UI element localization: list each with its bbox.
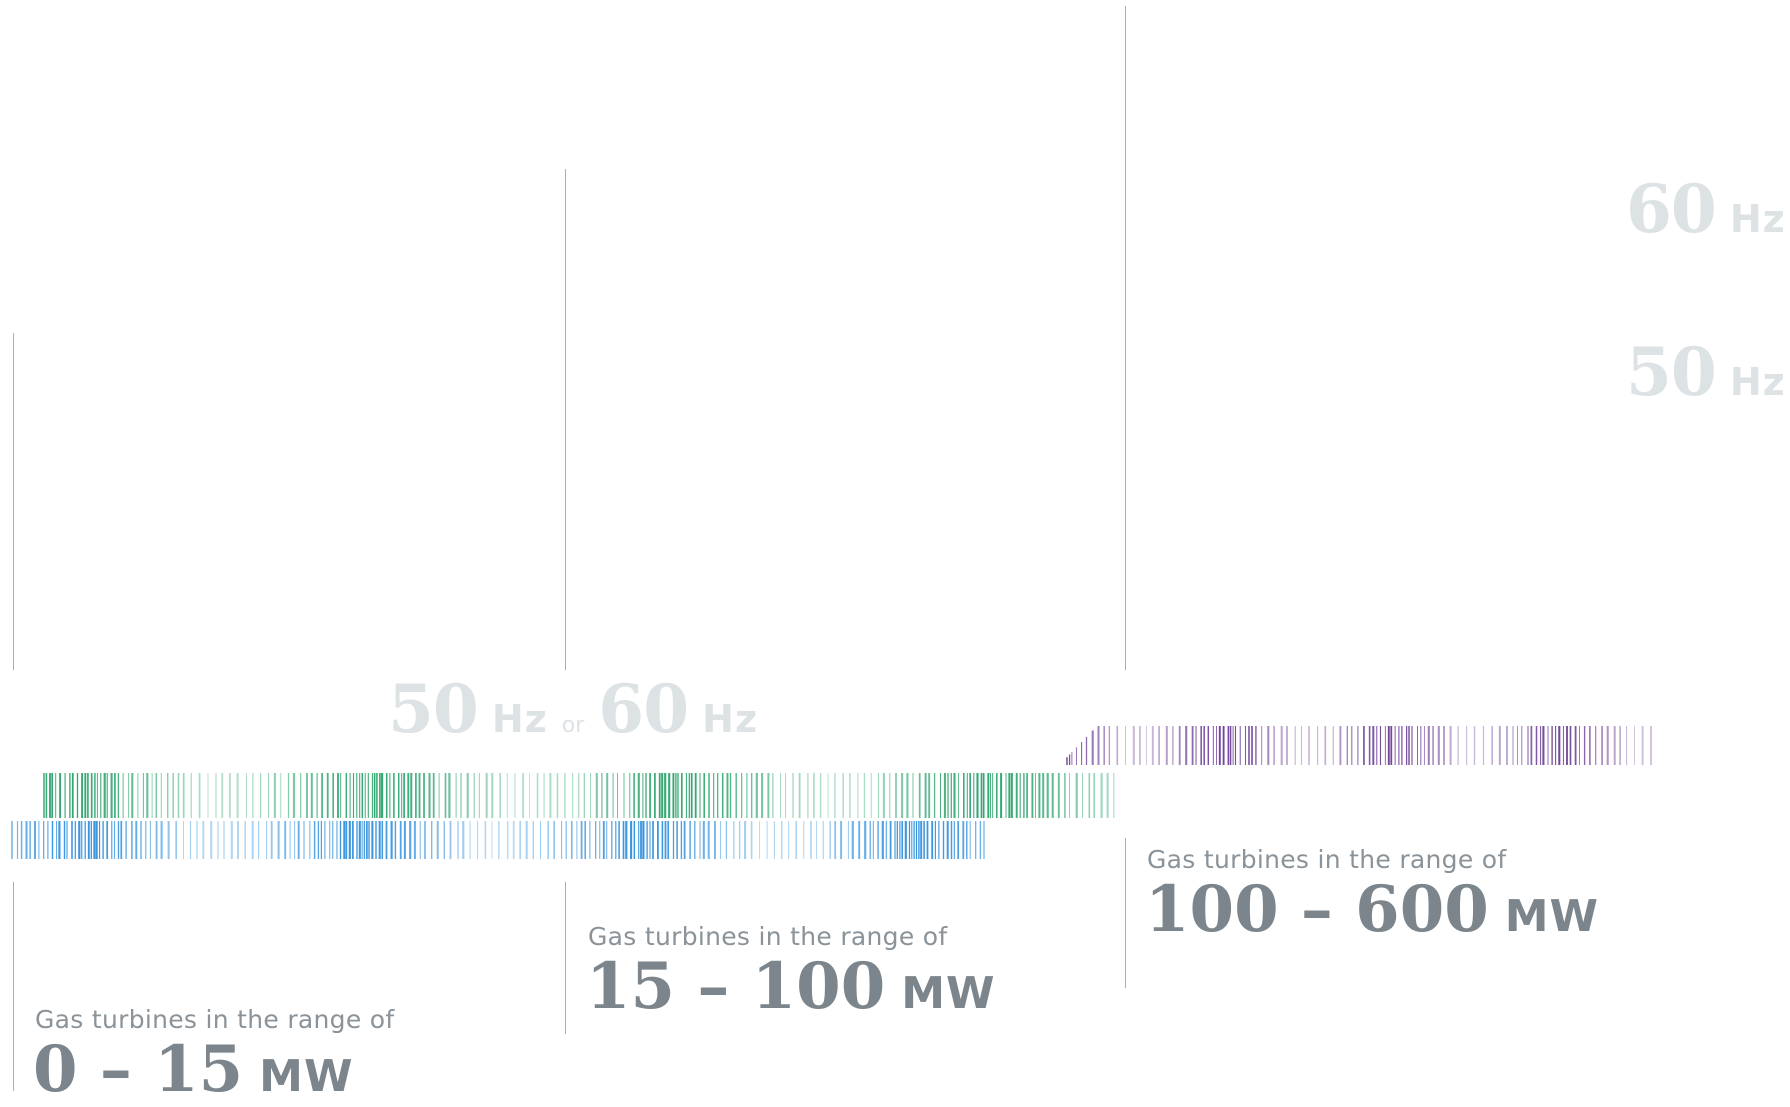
range-bar-1 xyxy=(11,821,985,859)
combined-second-unit: Hz xyxy=(702,697,759,741)
divider-line-middle-lower xyxy=(565,882,566,1034)
segment-1-range: 0 – 15 MW xyxy=(33,1032,353,1107)
range-bar-3 xyxy=(1066,726,1652,765)
frequency-label-60hz: 60 Hz xyxy=(1626,170,1786,248)
divider-line-right-lower xyxy=(1125,838,1126,988)
divider-line-right-upper xyxy=(1125,6,1126,670)
combined-connector: or xyxy=(561,713,585,738)
segment-2-caption: Gas turbines in the range of xyxy=(588,922,948,951)
segment-3-range: 100 – 600 MW xyxy=(1145,872,1599,947)
frequency-60-unit: Hz xyxy=(1729,197,1786,241)
segment-2-range: 15 – 100 MW xyxy=(586,949,996,1024)
segment-2-range-unit: MW xyxy=(901,968,996,1019)
combined-first-number: 50 xyxy=(388,670,479,748)
frequency-50-number: 50 xyxy=(1626,333,1717,411)
frequency-50-unit: Hz xyxy=(1729,360,1786,404)
segment-3-range-unit: MW xyxy=(1504,891,1600,942)
divider-line-left-upper xyxy=(13,333,14,670)
segment-1-caption: Gas turbines in the range of xyxy=(35,1005,395,1034)
segment-2-range-value: 15 – 100 xyxy=(586,949,886,1024)
segment-1-range-unit: MW xyxy=(259,1051,354,1102)
divider-line-middle-upper xyxy=(565,169,566,670)
divider-line-left-lower xyxy=(13,882,14,1091)
range-bar-2 xyxy=(43,773,1115,818)
frequency-60-number: 60 xyxy=(1626,170,1717,248)
segment-3-range-value: 100 – 600 xyxy=(1145,872,1489,947)
combined-second-number: 60 xyxy=(598,670,689,748)
combined-first-unit: Hz xyxy=(491,697,548,741)
segment-3-caption: Gas turbines in the range of xyxy=(1147,845,1507,874)
segment-1-range-value: 0 – 15 xyxy=(33,1032,244,1107)
frequency-label-50hz: 50 Hz xyxy=(1626,333,1786,411)
frequency-label-50-or-60hz: 50 Hz or 60 Hz xyxy=(388,670,758,748)
